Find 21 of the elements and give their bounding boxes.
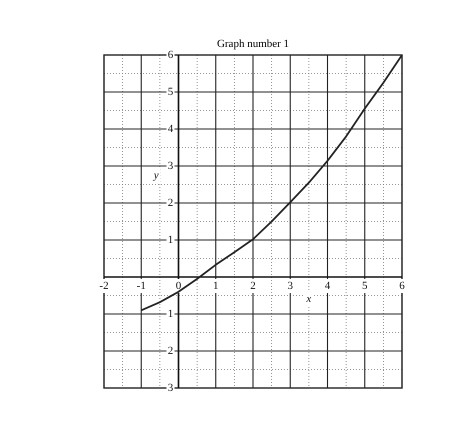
x-tick-label: 0 xyxy=(176,280,182,292)
y-tick-label: 1 xyxy=(168,308,174,320)
y-tick-label: 6 xyxy=(168,49,174,61)
y-tick-label: 2 xyxy=(168,197,174,209)
y-tick-label: 5 xyxy=(168,86,174,98)
x-tick-label: 1 xyxy=(213,280,218,292)
y-tick-label: 4 xyxy=(168,123,174,135)
y-tick-label: 3 xyxy=(168,160,174,172)
x-tick-label: 6 xyxy=(399,280,406,292)
x-tick-label: 3 xyxy=(288,280,294,292)
x-tick-label: -2 xyxy=(99,280,109,292)
chart-title: Graph number 1 xyxy=(216,38,290,50)
x-tick-label: 2 xyxy=(250,280,256,292)
x-tick-label: 4 xyxy=(324,280,331,292)
y-tick-label: 3 xyxy=(168,382,174,394)
x-tick-label: 5 xyxy=(362,280,368,292)
x-tick-label: -1 xyxy=(136,280,146,292)
x-axis-title: x xyxy=(305,293,312,305)
y-axis-title: y xyxy=(152,169,159,182)
y-tick-label: 1 xyxy=(168,234,174,246)
y-tick-label: 2 xyxy=(168,345,174,357)
